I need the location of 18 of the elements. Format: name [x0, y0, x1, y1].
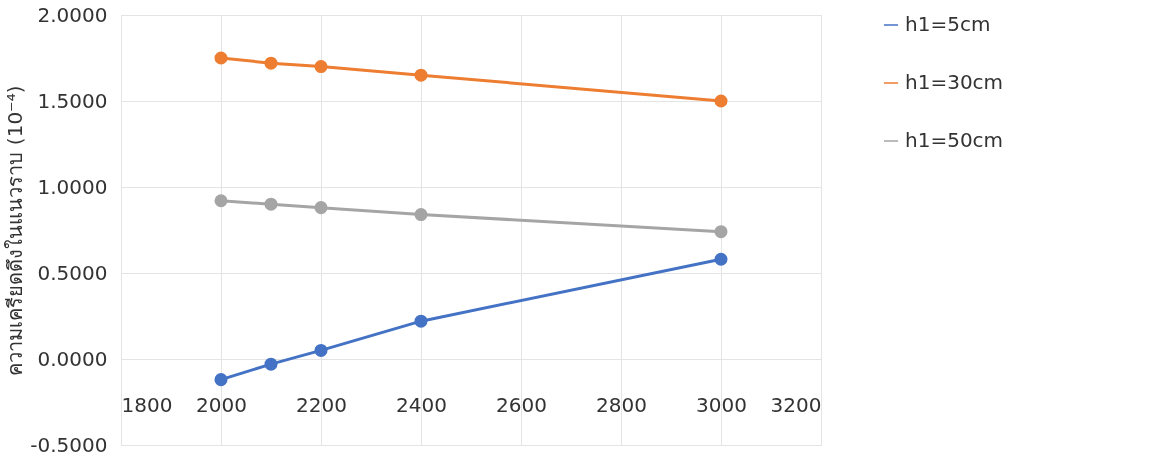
y-tick-label: 1.0000: [37, 174, 108, 199]
x-tick-label: 2200: [296, 392, 347, 417]
y-tick-label: -0.5000: [30, 432, 108, 457]
x-tick-label: 2600: [496, 392, 547, 417]
x-tick-label: 3000: [696, 392, 747, 417]
x-tick-label: 2000: [196, 392, 247, 417]
y-tick-label: 0.5000: [37, 260, 108, 285]
x-tick-label: 2800: [596, 392, 647, 417]
y-tick-label: 1.5000: [37, 88, 108, 113]
x-tick-label: 1800: [121, 392, 173, 417]
legend-label: h1=5cm: [905, 12, 991, 36]
x-tick-label: 2400: [396, 392, 447, 417]
legend-label: h1=50cm: [905, 128, 1004, 152]
x-tick-label: 3200: [770, 392, 822, 417]
y-axis-title: ความเครียดดึงในแนวราบ (10⁻⁴): [3, 85, 28, 376]
legend-label: h1=30cm: [905, 70, 1004, 94]
y-tick-label: 2.0000: [37, 2, 108, 27]
y-tick-label: 0.0000: [37, 346, 108, 371]
